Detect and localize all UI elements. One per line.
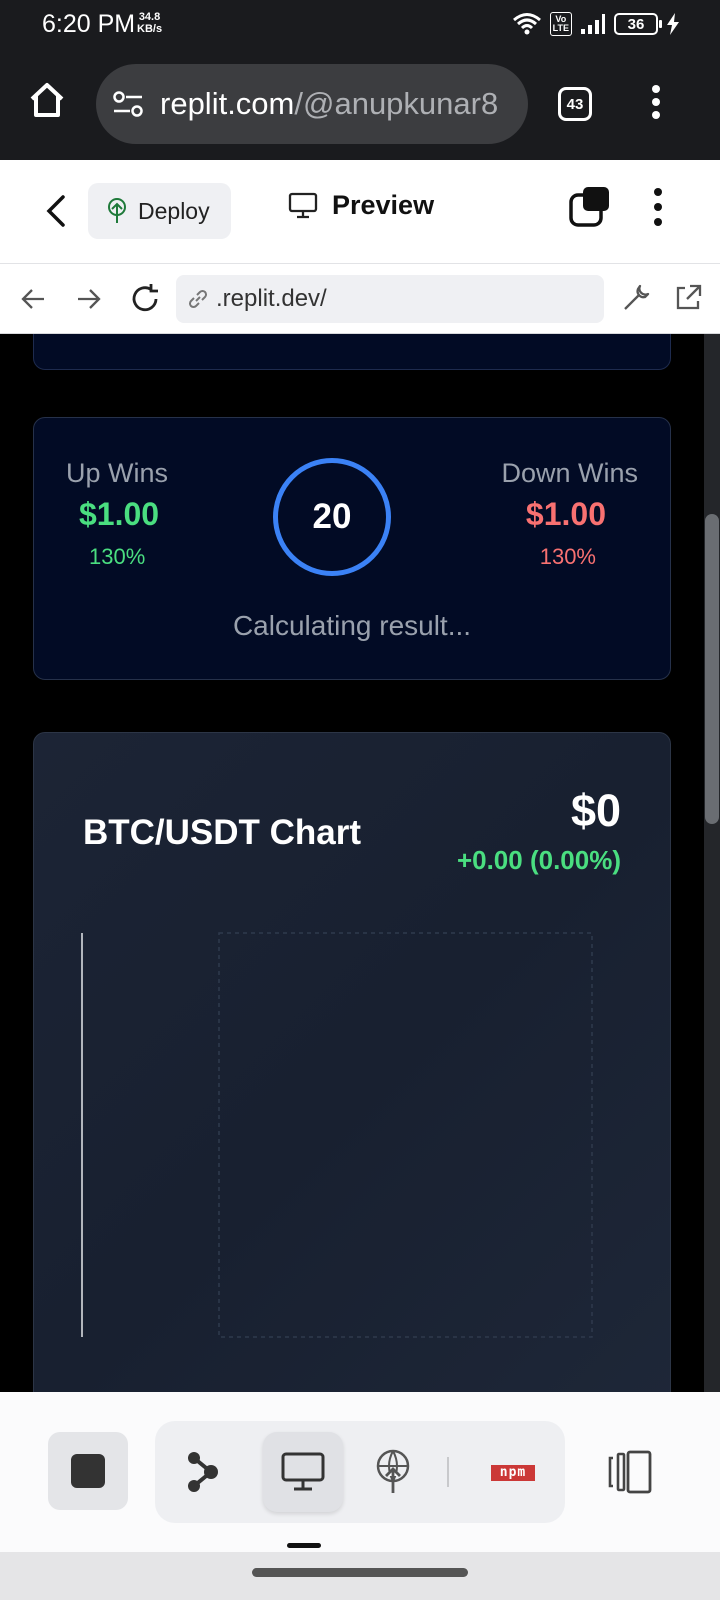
layout-toggle-icon[interactable]: [608, 1450, 654, 1494]
deploy-icon: [108, 198, 126, 223]
volte-icon: Vo LTE: [549, 12, 572, 36]
status-time: 6:20 PM: [42, 10, 136, 38]
deploy-label: Deploy: [138, 197, 210, 224]
scrollbar[interactable]: [704, 334, 720, 1392]
monitor-tool-icon[interactable]: [281, 1452, 325, 1492]
chart-change: +0.00 (0.00%): [456, 845, 621, 875]
sheet-handle[interactable]: [287, 1543, 321, 1548]
chart-title: BTC/USDT Chart: [83, 813, 362, 852]
address-bar[interactable]: replit.com/@anupkunar8: [96, 64, 528, 144]
git-icon[interactable]: [183, 1451, 223, 1493]
deploy-button[interactable]: Deploy: [88, 183, 231, 239]
tool-divider: [447, 1457, 449, 1487]
webview-url-field[interactable]: .replit.dev/: [176, 275, 604, 323]
home-icon[interactable]: [28, 81, 66, 119]
chart-card: BTC/USDT Chart $0 +0.00 (0.00%): [33, 732, 671, 1392]
up-wins-percent: 130%: [89, 544, 146, 569]
replit-header: Deploy Preview: [0, 160, 720, 264]
back-icon[interactable]: [44, 194, 68, 228]
down-wins-amount: $1.00: [525, 496, 606, 532]
scrollbar-thumb[interactable]: [705, 514, 719, 824]
signal-icon: [581, 14, 605, 34]
npm-icon[interactable]: npm: [491, 1465, 535, 1481]
status-icons: Vo LTE 36: [512, 10, 680, 38]
home-gesture-pill[interactable]: [252, 1568, 468, 1577]
tool-group: npm: [155, 1421, 565, 1523]
webview-nav-bar: .replit.dev/: [0, 264, 720, 334]
app-viewport[interactable]: Up Wins $1.00 130% 20 Down Wins $1.00 13…: [0, 334, 720, 1392]
down-wins-percent: 130%: [539, 544, 596, 569]
gesture-bar: [0, 1552, 720, 1600]
tab-count-button[interactable]: 43: [558, 87, 592, 121]
url-path: /@anupkunar8: [294, 86, 499, 121]
stop-icon: [71, 1454, 105, 1488]
tab-preview[interactable]: Preview: [288, 190, 434, 221]
more-menu-icon[interactable]: [650, 84, 662, 124]
countdown-timer: 20: [273, 458, 391, 576]
url-host: replit.com: [160, 86, 295, 121]
up-wins-label: Up Wins: [66, 458, 169, 488]
previous-card: [33, 334, 671, 370]
stop-button[interactable]: [48, 1432, 128, 1510]
up-wins-amount: $1.00: [79, 496, 160, 532]
more-options-icon[interactable]: [652, 188, 664, 228]
webview-url-text: .replit.dev/: [216, 285, 327, 312]
network-speed-unit: KB/s: [137, 23, 163, 35]
reload-icon[interactable]: [129, 283, 161, 315]
network-speed-value: 34.8: [138, 11, 161, 23]
link-icon: [188, 289, 208, 309]
result-status: Calculating result...: [232, 610, 472, 641]
chart-plot-area: [218, 932, 593, 1338]
preview-label: Preview: [332, 190, 435, 220]
deploy-tool-icon[interactable]: [373, 1449, 413, 1495]
battery-icon: 36: [614, 13, 662, 35]
chart-price: $0: [570, 785, 621, 836]
preview-tool-active-bg: [263, 1432, 343, 1512]
wifi-icon: [512, 13, 541, 35]
charging-icon: [667, 13, 679, 35]
wrench-icon[interactable]: [621, 283, 651, 313]
url-text[interactable]: replit.com/@anupkunar8: [160, 86, 498, 122]
open-external-icon[interactable]: [673, 283, 703, 313]
bottom-toolbar: npm: [0, 1392, 720, 1552]
bet-card: Up Wins $1.00 130% 20 Down Wins $1.00 13…: [33, 417, 671, 680]
status-bar: 6:20 PM 34.8 KB/s Vo LTE 36: [0, 0, 720, 50]
pane-switch-icon[interactable]: [568, 186, 612, 230]
site-settings-icon[interactable]: [112, 89, 144, 119]
browser-toolbar: replit.com/@anupkunar8 43: [0, 50, 720, 160]
arrow-left-icon[interactable]: [20, 286, 46, 312]
network-speed: 34.8 KB/s: [137, 11, 162, 35]
arrow-right-icon[interactable]: [76, 286, 102, 312]
price-chart[interactable]: [34, 733, 672, 1392]
down-wins-label: Down Wins: [501, 458, 638, 488]
monitor-icon: [288, 192, 318, 218]
